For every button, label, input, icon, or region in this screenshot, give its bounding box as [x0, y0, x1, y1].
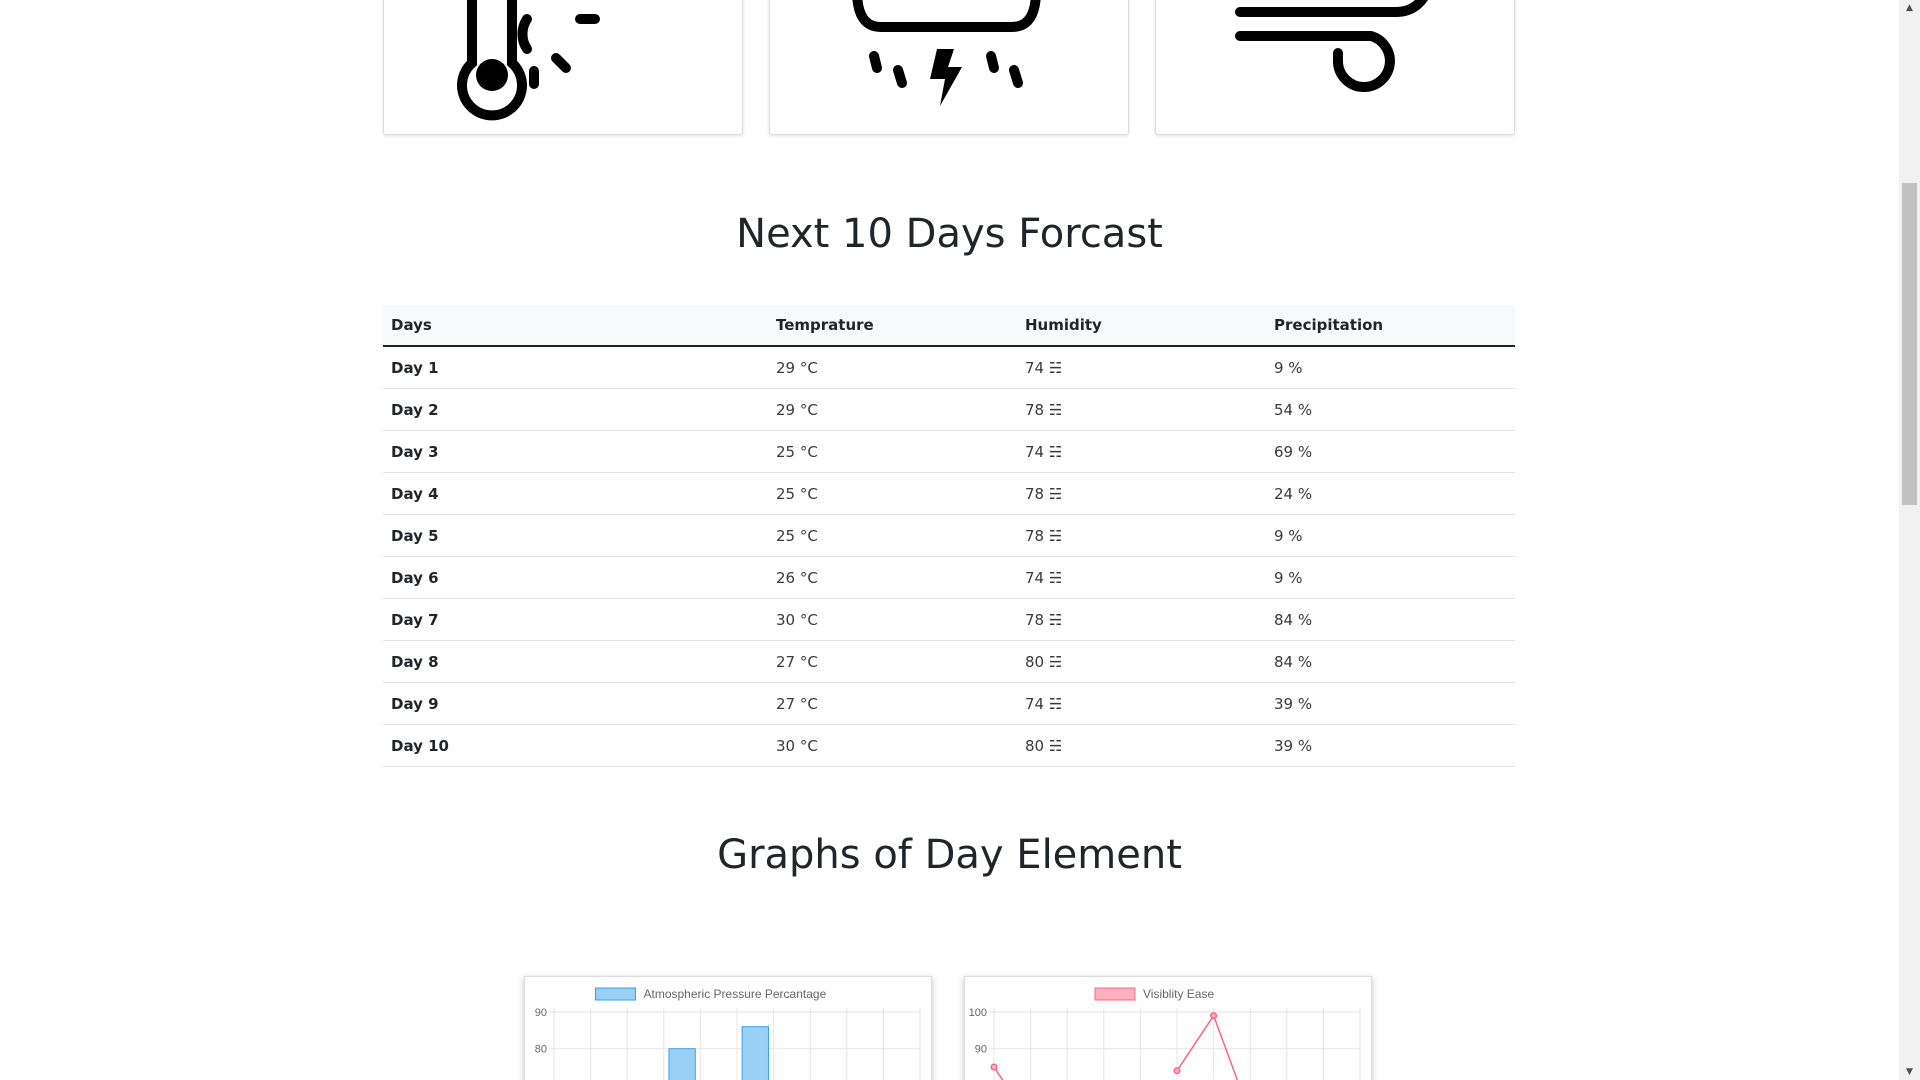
table-row: Day 5 25 °C 78 ☵ 9 %	[383, 514, 1515, 557]
day-cell: Day 10	[383, 724, 768, 767]
table-row: Day 8 27 °C 80 ☵ 84 %	[383, 640, 1515, 683]
temperature-card	[383, 0, 743, 135]
wind-icon	[1235, 0, 1428, 92]
data-point	[1210, 1012, 1218, 1020]
table-row: Day 4 25 °C 78 ☵ 24 %	[383, 472, 1515, 515]
column-header-precipitation: Precipitation	[1266, 305, 1515, 347]
precipitation-cell: 54 %	[1266, 388, 1515, 431]
humidity-cell: 80 ☵	[1017, 640, 1266, 683]
page-scrollbar[interactable]: ▲ ▼	[1899, 0, 1920, 1080]
day-cell: Day 9	[383, 682, 768, 725]
humidity-cell: 78 ☵	[1017, 514, 1266, 557]
day-cell: Day 7	[383, 598, 768, 641]
day-cell: Day 6	[383, 556, 768, 599]
thermometer-sun-icon	[457, 0, 600, 121]
table-row: Day 6 26 °C 74 ☵ 9 %	[383, 556, 1515, 599]
scroll-thumb[interactable]	[1902, 183, 1917, 505]
day-cell: Day 4	[383, 472, 768, 515]
precipitation-cell: 39 %	[1266, 724, 1515, 767]
visibility-chart: Visiblity Ease1009080	[969, 987, 1361, 1080]
temperature-cell: 25 °C	[768, 430, 1017, 473]
temperature-cell: 27 °C	[768, 682, 1017, 725]
thunderstorm-cloud-icon	[852, 0, 1041, 106]
temperature-cell: 27 °C	[768, 640, 1017, 683]
column-header-temperature: Temprature	[768, 305, 1017, 347]
temperature-cell: 25 °C	[768, 514, 1017, 557]
humidity-cell: 74 ☵	[1017, 346, 1266, 389]
table-row: Day 3 25 °C 74 ☵ 69 %	[383, 430, 1515, 473]
scroll-down-arrow-icon[interactable]: ▼	[1906, 1067, 1913, 1077]
y-tick-label: 90	[975, 1044, 987, 1056]
table-row: Day 2 29 °C 78 ☵ 54 %	[383, 388, 1515, 431]
humidity-cell: 74 ☵	[1017, 430, 1266, 473]
pressure-chart-card: Atmospheric Pressure Percantage 90 80	[524, 976, 932, 1080]
precipitation-cell: 9 %	[1266, 346, 1515, 389]
temperature-cell: 30 °C	[768, 724, 1017, 767]
day-cell: Day 2	[383, 388, 768, 431]
column-header-humidity: Humidity	[1017, 305, 1266, 347]
bar	[741, 1026, 769, 1080]
humidity-cell: 78 ☵	[1017, 598, 1266, 641]
data-point	[1173, 1067, 1181, 1075]
graphs-title: Graphs of Day Element	[717, 832, 1182, 878]
legend-label: Atmospheric Pressure Percantage	[644, 987, 827, 1001]
precipitation-cell: 84 %	[1266, 640, 1515, 683]
humidity-cell: 78 ☵	[1017, 472, 1266, 515]
precipitation-cell: 9 %	[1266, 514, 1515, 557]
forecast-title: Next 10 Days Forcast	[736, 211, 1163, 257]
precipitation-cell: 9 %	[1266, 556, 1515, 599]
humidity-cell: 74 ☵	[1017, 556, 1266, 599]
forecast-table: Days Temprature Humidity Precipitation D…	[383, 305, 1515, 767]
humidity-cell: 74 ☵	[1017, 682, 1266, 725]
day-cell: Day 3	[383, 430, 768, 473]
legend-swatch	[1094, 987, 1136, 1001]
wind-card	[1155, 0, 1515, 135]
visibility-chart-card: Visiblity Ease1009080	[964, 976, 1372, 1080]
y-tick-label: 100	[969, 1007, 987, 1019]
temperature-cell: 25 °C	[768, 472, 1017, 515]
y-tick-label: 90	[535, 1007, 547, 1019]
data-point	[990, 1063, 998, 1071]
y-tick-label: 80	[535, 1044, 547, 1056]
scroll-up-arrow-icon[interactable]: ▲	[1906, 3, 1913, 13]
day-cell: Day 5	[383, 514, 768, 557]
table-row: Day 10 30 °C 80 ☵ 39 %	[383, 724, 1515, 767]
temperature-cell: 26 °C	[768, 556, 1017, 599]
temperature-cell: 29 °C	[768, 346, 1017, 389]
precipitation-cell: 84 %	[1266, 598, 1515, 641]
legend-label: Visiblity Ease	[1143, 987, 1214, 1001]
precipitation-cell: 69 %	[1266, 430, 1515, 473]
pressure-chart: Atmospheric Pressure Percantage 90 80	[535, 987, 921, 1080]
humidity-cell: 80 ☵	[1017, 724, 1266, 767]
day-cell: Day 8	[383, 640, 768, 683]
day-cell: Day 1	[383, 346, 768, 389]
table-row: Day 9 27 °C 74 ☵ 39 %	[383, 682, 1515, 725]
temperature-cell: 30 °C	[768, 598, 1017, 641]
legend-swatch	[595, 987, 636, 1001]
temperature-cell: 29 °C	[768, 388, 1017, 431]
table-row: Day 7 30 °C 78 ☵ 84 %	[383, 598, 1515, 641]
table-row: Day 1 29 °C 74 ☵ 9 %	[383, 346, 1515, 389]
series-line	[993, 1066, 1004, 1080]
table-header-row: Days Temprature Humidity Precipitation	[383, 305, 1515, 347]
bar	[668, 1048, 696, 1080]
humidity-cell: 78 ☵	[1017, 388, 1266, 431]
precipitation-cell: 24 %	[1266, 472, 1515, 515]
storm-card	[769, 0, 1129, 135]
precipitation-cell: 39 %	[1266, 682, 1515, 725]
column-header-days: Days	[383, 305, 768, 347]
